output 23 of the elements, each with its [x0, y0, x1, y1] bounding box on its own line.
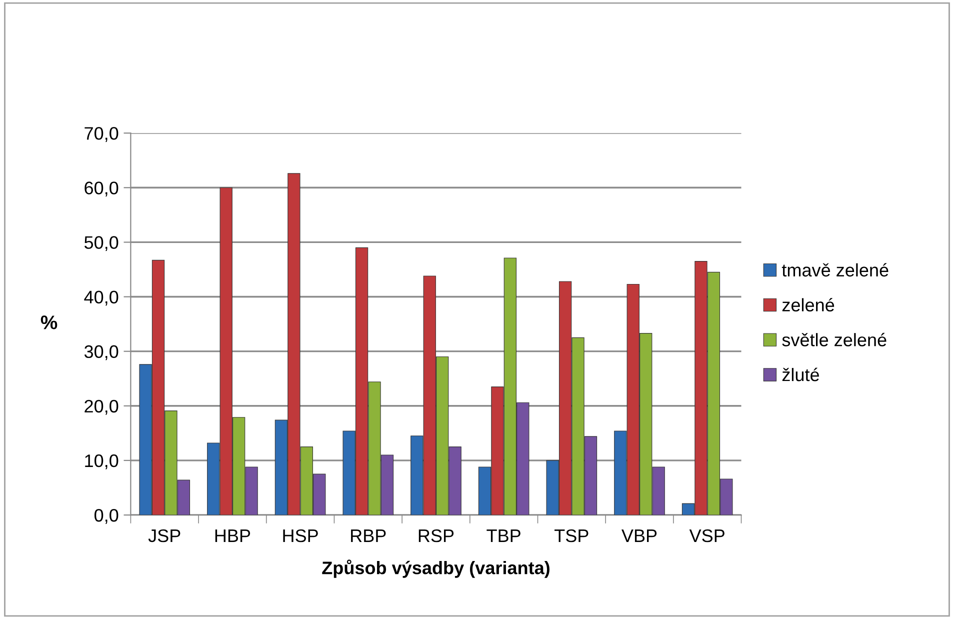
y-axis-title: %	[40, 316, 58, 330]
y-tick-label: 10,0	[85, 454, 118, 470]
x-tick-label: JSP	[148, 529, 180, 542]
y-tick-label: 60,0	[84, 182, 118, 196]
y-tick-label: 70,0	[84, 127, 118, 142]
x-tick-label: HSP	[283, 529, 318, 542]
x-tick-label: HBP	[215, 530, 250, 542]
legend-label: světle zelené	[782, 332, 886, 346]
y-tick-label: 40,0	[84, 290, 118, 306]
y-tick-label: 50,0	[84, 236, 118, 252]
x-tick-label: RSP	[418, 529, 454, 542]
legend-label: tmavě zelené	[782, 263, 888, 277]
y-tick-label: 30,0	[84, 345, 118, 360]
x-tick-label: TBP	[486, 530, 520, 542]
x-tick-label: RBP	[351, 530, 386, 542]
x-axis-title: Způsob výsadby (varianta)	[322, 560, 550, 578]
legend-label: zelené	[782, 298, 834, 312]
x-tick-label: TSP	[554, 529, 588, 542]
x-tick-label: VBP	[622, 530, 657, 542]
legend-label: žluté	[782, 368, 820, 382]
y-tick-label: 0,0	[94, 508, 118, 524]
x-tick-label: VSP	[689, 529, 724, 542]
y-tick-label: 20,0	[84, 400, 118, 415]
